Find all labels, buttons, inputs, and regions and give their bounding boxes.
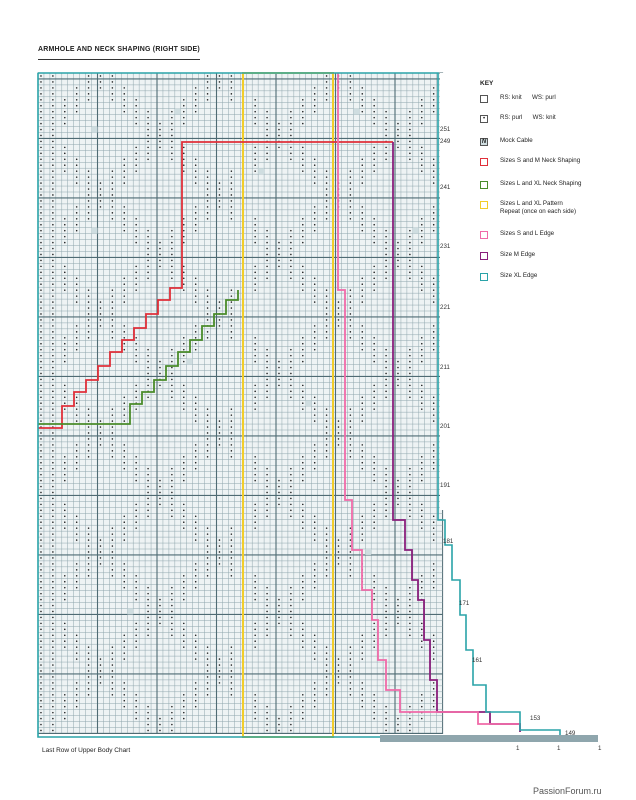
key-item-label: RS: knit WS: purl — [500, 94, 556, 101]
mock-cable-cell — [258, 168, 265, 175]
column-number-label: 1 — [516, 745, 520, 752]
key-item-label: Sizes S and M Neck Shaping — [500, 157, 581, 164]
column-number-label: 1 — [557, 745, 561, 752]
row-number-label: 249 — [440, 138, 451, 145]
mock-cable-cell — [305, 400, 312, 407]
mock-cable-cell — [174, 108, 181, 115]
row-number-label: 181 — [443, 538, 454, 545]
key-item-lxl-neck: Sizes L and XL Neck Shaping — [480, 180, 581, 189]
chart-major-grid-lines — [38, 73, 443, 734]
knit-symbol-icon — [480, 95, 488, 103]
mock-cable-cell — [365, 549, 372, 555]
mock-cable-cell — [353, 108, 360, 115]
key-item-xl-edge: Size XL Edge — [480, 272, 537, 281]
mock-cable-cell — [186, 358, 193, 365]
row-number-label: 221 — [440, 304, 451, 311]
key-item-label: Size M Edge — [500, 251, 536, 258]
row-number-label: 153 — [530, 715, 541, 722]
pink-outline-icon — [480, 231, 488, 239]
row-number-label: 161 — [472, 657, 483, 664]
edge-xl-teal-line — [37, 72, 561, 738]
edge-sl-pink-line — [337, 73, 520, 725]
chart-footer-note: Last Row of Upper Body Chart — [42, 747, 131, 754]
neck-shaping-red-line — [38, 141, 393, 429]
watermark: PassionForum.ru — [533, 786, 602, 796]
green-outline-icon — [480, 181, 488, 189]
row-number-label: 171 — [459, 600, 470, 607]
last-row-band — [380, 735, 598, 742]
mock-cable-cell — [91, 227, 98, 234]
key-item-label: Sizes S and L Edge — [500, 230, 555, 237]
edge-m-purple-line — [392, 142, 521, 732]
chart-edge-mask — [520, 73, 636, 722]
key-item-sm-neck: Sizes S and M Neck Shaping — [480, 157, 580, 166]
key-item-knit: RS: knit WS: purl — [480, 94, 556, 103]
key-item-purl: • RS: purl WS: knit — [480, 114, 556, 123]
key-item-label: Sizes L and XL Neck Shaping — [500, 180, 582, 187]
row-number-label: 251 — [440, 126, 451, 133]
yellow-outline-icon — [480, 201, 488, 209]
row-number-label: 241 — [440, 184, 451, 191]
purl-symbol-icon: • — [480, 115, 488, 123]
purple-outline-icon — [480, 252, 488, 260]
key-item-m-edge: Size M Edge — [480, 251, 535, 260]
key-item-label: Sizes L and XL Pattern Repeat (once on e… — [500, 200, 577, 215]
red-outline-icon — [480, 158, 488, 166]
neck-shaping-green-line — [38, 290, 239, 425]
mock-cable-cell — [412, 227, 419, 234]
mock-cable-cell — [91, 126, 98, 133]
teal-outline-icon — [480, 273, 488, 281]
row-number-label: 191 — [440, 482, 451, 489]
row-number-label: 149 — [565, 730, 576, 737]
title-underline — [38, 59, 200, 60]
key-item-sl-edge: Sizes S and L Edge — [480, 230, 554, 239]
mock-cable-icon: N — [480, 138, 488, 146]
chart-title: ARMHOLE AND NECK SHAPING (RIGHT SIDE) — [38, 46, 200, 53]
key-item-label: Size XL Edge — [500, 272, 538, 279]
key-item-label: Mock Cable — [500, 137, 533, 144]
key-item-label: RS: purl WS: knit — [500, 114, 556, 121]
row-number-label: 211 — [440, 364, 450, 371]
mock-cable-cell — [127, 608, 134, 615]
row-number-label: 231 — [440, 243, 451, 250]
key-item-cable: N Mock Cable — [480, 137, 533, 146]
column-number-label: 1 — [598, 745, 602, 752]
key-item-lxl-repeat: Sizes L and XL Pattern Repeat (once on e… — [480, 200, 576, 216]
row-number-label: 201 — [440, 423, 451, 430]
key-heading: KEY — [480, 80, 494, 87]
